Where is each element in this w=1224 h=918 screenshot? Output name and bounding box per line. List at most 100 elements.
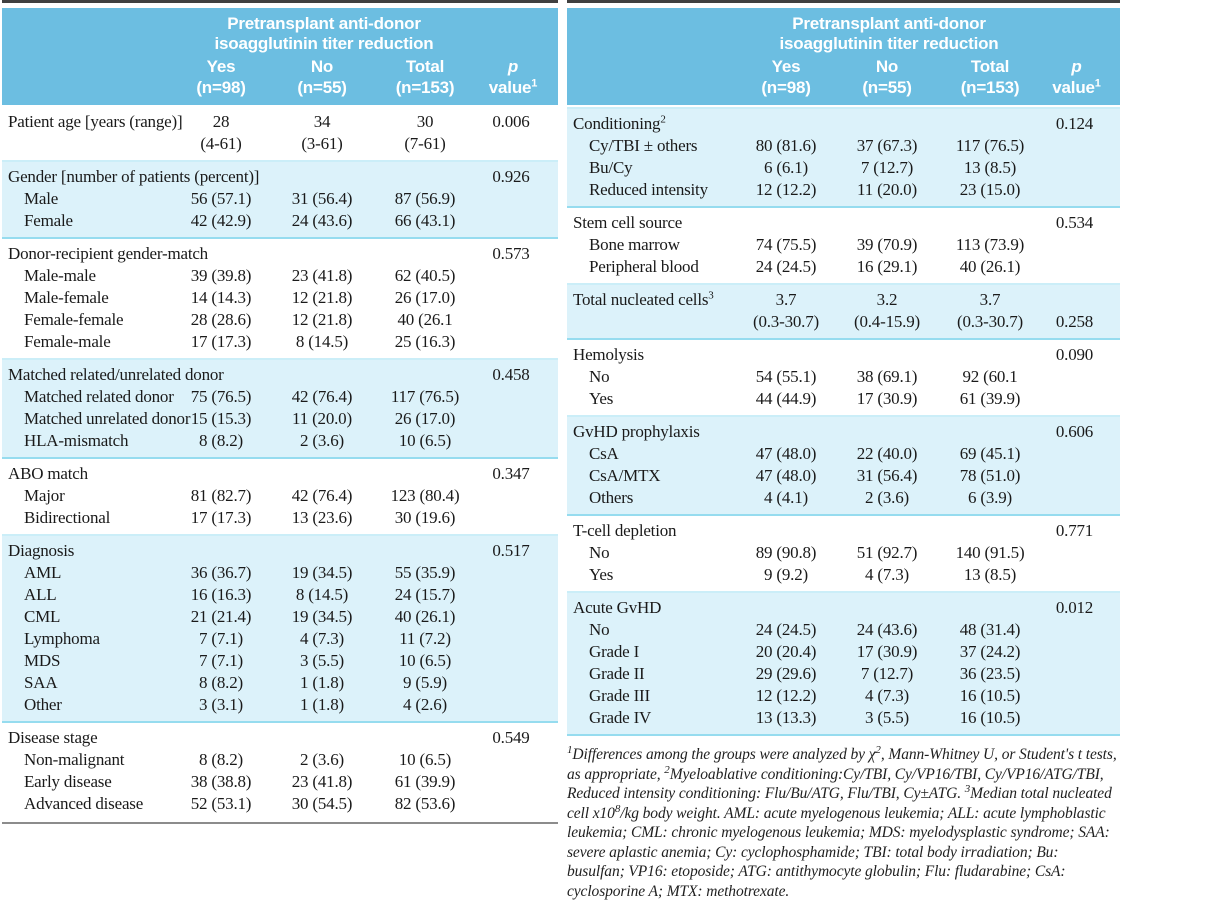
table-row: Matched related donor 75 (76.5) 42 (76.4) 1…	[2, 386, 558, 408]
table-row: Male 56 (57.1) 31 (56.4) 87 (56.9)	[2, 188, 558, 210]
cell-yes: 7 (7.1)	[199, 651, 243, 670]
cell-no: 2 (3.6)	[865, 488, 909, 507]
cell-total	[372, 166, 478, 188]
column-header-p-sub: value1	[488, 77, 538, 97]
table-row: Bone marrow 74 (75.5) 39 (70.9) 113 (73.9)	[567, 234, 1120, 256]
row-label: ALL	[24, 585, 57, 604]
column-header-p: p value1	[478, 14, 558, 98]
cell-yes	[735, 113, 837, 135]
row-label: No	[589, 620, 610, 639]
row-label	[2, 133, 170, 155]
cell-p: 0.534	[1055, 213, 1094, 232]
table-row: CML 21 (21.4) 19 (34.5) 40 (26.1)	[2, 606, 558, 628]
table-row: Patient age [years (range)] 28 34 30 0.006	[2, 111, 558, 133]
table-row: Cy/TBI ± others 80 (81.6) 37 (67.3) 117 (76…	[567, 135, 1120, 157]
cell-yes	[735, 597, 837, 619]
row-label: Yes	[589, 389, 614, 408]
cell-yes	[735, 212, 837, 234]
cell-total: 113 (73.9)	[955, 235, 1025, 254]
table-row: Non-malignant 8 (8.2) 2 (3.6) 10 (6.5)	[2, 749, 558, 771]
cell-total	[937, 520, 1043, 542]
cell-total	[372, 364, 478, 386]
cell-p: 0.606	[1055, 422, 1094, 441]
cell-no: 16 (29.1)	[856, 257, 918, 276]
cell-total: 24 (15.7)	[394, 585, 456, 604]
cell-no: 23 (41.8)	[291, 266, 353, 285]
cell-no: 3 (5.5)	[865, 708, 909, 727]
cell-yes: 75 (76.5)	[190, 387, 252, 406]
cell-total: 82 (53.6)	[394, 794, 456, 813]
row-label: Diagnosis	[8, 541, 75, 560]
cell-total: 140 (91.5)	[955, 543, 1025, 562]
row-label: CML	[24, 607, 61, 626]
cell-total: 117 (76.5)	[955, 136, 1025, 155]
cell-yes	[735, 520, 837, 542]
table-section: Acute GvHD 0.012 No 24 (24.5) 24 (43.6) 48 (3…	[567, 591, 1120, 736]
cell-total: 117 (76.5)	[390, 387, 460, 406]
column-header-yes-label: Yes	[771, 57, 801, 76]
cell-p: 0.347	[492, 464, 530, 483]
cell-p	[1043, 564, 1120, 586]
cell-total: 62 (40.5)	[394, 266, 456, 285]
cell-total: 16 (10.5)	[959, 708, 1021, 727]
row-label: MDS	[24, 651, 61, 670]
cell-yes: 17 (17.3)	[190, 332, 252, 351]
row-label: Stem cell source	[573, 213, 683, 232]
cell-no	[272, 727, 372, 749]
cell-total: 26 (17.0)	[394, 288, 456, 307]
cell-total: 23 (15.0)	[959, 180, 1021, 199]
cell-p	[478, 188, 558, 210]
table-row: Disease stage 0.549	[2, 727, 558, 749]
table-title-line1: Pretransplant anti-donor	[792, 14, 986, 33]
cell-p	[1043, 388, 1120, 410]
table-row: No 89 (90.8) 51 (92.7) 140 (91.5)	[567, 542, 1120, 564]
cell-total: 16 (10.5)	[959, 686, 1021, 705]
cell-total: 13 (8.5)	[963, 565, 1017, 584]
row-label: Bu/Cy	[589, 158, 633, 177]
cell-p	[478, 265, 558, 287]
column-header-p-sub: value1	[1052, 77, 1101, 97]
cell-no: 34	[313, 112, 331, 131]
row-label: Conditioning2	[573, 113, 666, 133]
cell-yes	[170, 540, 272, 562]
cell-no: 1 (1.8)	[300, 673, 344, 692]
cell-p: 0.006	[492, 112, 530, 131]
column-header-no: No (n=55)	[272, 54, 372, 98]
cell-yes: (4-61)	[200, 134, 242, 153]
cell-p	[1043, 542, 1120, 564]
column-header-yes: Yes (n=98)	[170, 54, 272, 98]
table-row: Early disease 38 (38.8) 23 (41.8) 61 (39.9)	[2, 771, 558, 793]
left-table-header: Pretransplant anti-donor isoagglutinin t…	[2, 8, 558, 105]
cell-no: 3.2	[876, 290, 898, 309]
cell-no: 1 (1.8)	[300, 695, 344, 714]
cell-total: 61 (39.9)	[394, 772, 456, 791]
table-row: Male-male 39 (39.8) 23 (41.8) 62 (40.5)	[2, 265, 558, 287]
cell-p	[1043, 707, 1120, 729]
cell-no: 22 (40.0)	[856, 444, 918, 463]
cell-no: 12 (21.8)	[291, 310, 353, 329]
table-section: GvHD prophylaxis 0.606 CsA 47 (48.0) 22 (40.…	[567, 415, 1120, 516]
cell-p: 0.771	[1055, 521, 1094, 540]
cell-total	[937, 597, 1043, 619]
cell-no: 4 (7.3)	[865, 565, 909, 584]
table-row: Major 81 (82.7) 42 (76.4) 123 (80.4)	[2, 485, 558, 507]
table-row: Advanced disease 52 (53.1) 30 (54.5) 82 (53…	[2, 793, 558, 815]
cell-no	[837, 520, 937, 542]
cell-yes: 8 (8.2)	[199, 673, 243, 692]
column-header-total-label: Total	[405, 57, 445, 76]
cell-p	[478, 133, 558, 155]
table-row: Female-male 17 (17.3) 8 (14.5) 25 (16.3)	[2, 331, 558, 353]
table-row: Female 42 (42.9) 24 (43.6) 66 (43.1)	[2, 210, 558, 232]
row-label: ABO match	[8, 464, 88, 483]
cell-total: 30 (19.6)	[394, 508, 456, 527]
table-row: Male-female 14 (14.3) 12 (21.8) 26 (17.0)	[2, 287, 558, 309]
cell-p	[478, 771, 558, 793]
cell-yes: 6 (6.1)	[764, 158, 808, 177]
column-header-p-label: p	[507, 57, 519, 76]
cell-no: (0.4-15.9)	[854, 312, 920, 331]
cell-p	[1043, 443, 1120, 465]
cell-total	[937, 344, 1043, 366]
cell-no	[272, 540, 372, 562]
cell-p	[478, 793, 558, 815]
